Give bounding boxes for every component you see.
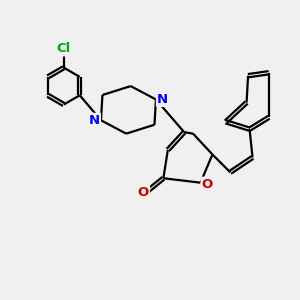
Text: N: N (89, 114, 100, 127)
Text: O: O (138, 186, 149, 199)
Text: O: O (201, 178, 213, 191)
Text: Cl: Cl (57, 42, 71, 56)
Text: N: N (157, 93, 168, 106)
